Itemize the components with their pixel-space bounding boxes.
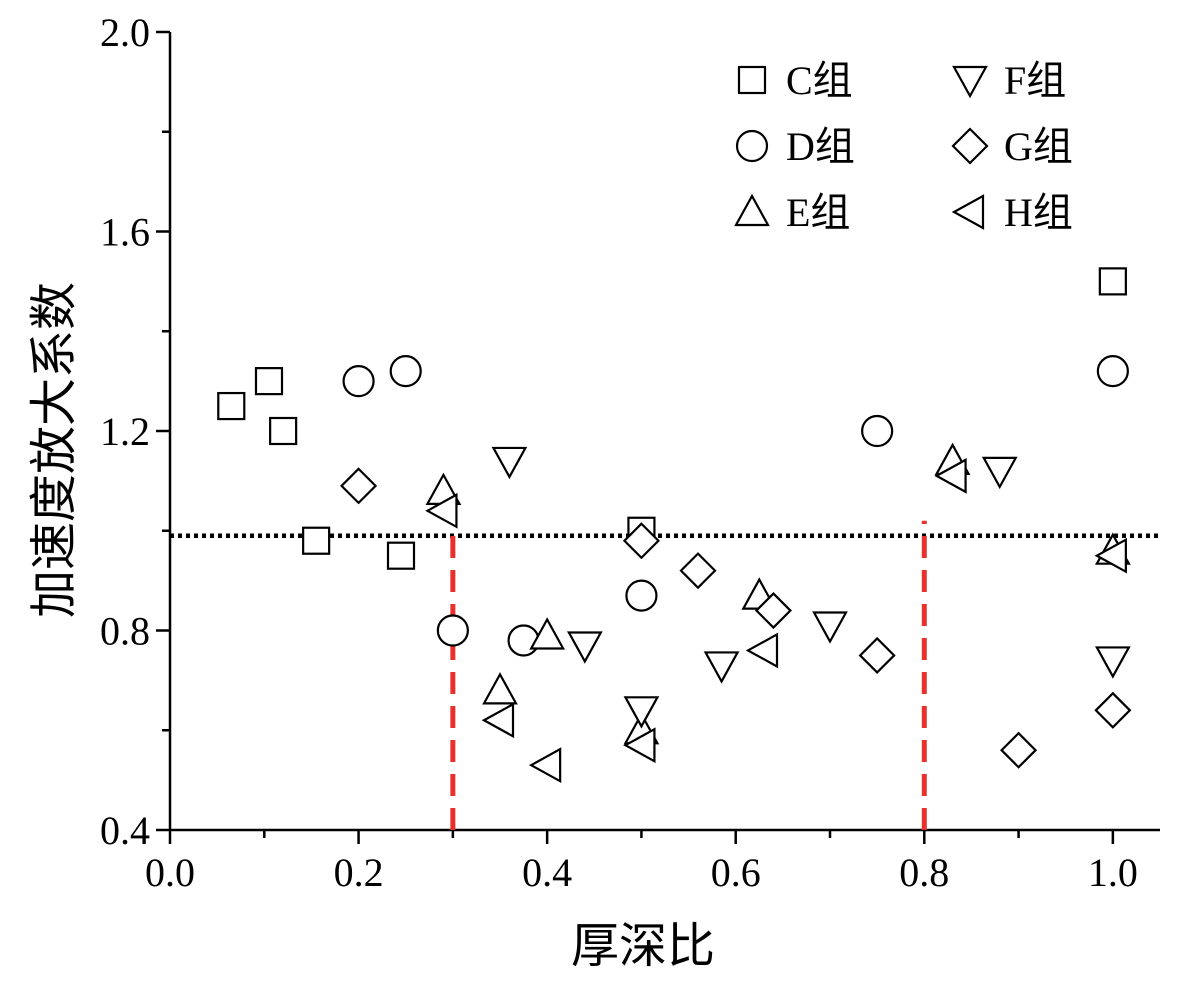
data-point [1000, 731, 1038, 769]
data-point [528, 747, 562, 784]
data-point [340, 467, 378, 505]
data-point [269, 416, 298, 446]
y-tick-label: 1.2 [100, 409, 150, 454]
series-square [217, 267, 1127, 570]
data-point [1094, 646, 1131, 679]
legend-item: D组 [735, 124, 855, 169]
series-circle [342, 355, 1129, 657]
x-tick-label: 0.8 [899, 850, 949, 895]
data-point [622, 522, 660, 560]
data-point [254, 367, 284, 396]
data-point [481, 702, 515, 739]
y-axis-title: 加速度放大系数 [26, 282, 82, 618]
data-point [482, 672, 518, 705]
series-triangle-down [491, 446, 1131, 729]
data-point [754, 591, 792, 630]
data-point [1096, 355, 1129, 388]
series-triangle-left [425, 458, 1127, 784]
data-point [981, 456, 1018, 490]
legend-marker [735, 129, 769, 163]
x-tick-label: 0.0 [145, 850, 195, 895]
y-tick-label: 0.8 [100, 609, 150, 654]
reference-lines [170, 520, 1160, 830]
data-point [566, 631, 603, 664]
data-point [491, 446, 528, 480]
data-point [703, 651, 740, 684]
ticks: 0.0 0.2 0.4 0.6 0.8 1.0 0.4 0.8 1.2 1.6 2.0 [100, 10, 1138, 895]
legend-marker [952, 65, 988, 99]
legend-label: H组 [1004, 190, 1073, 235]
legend: C组 D组 E组 F组 G组 H组 [734, 58, 1073, 235]
legend-marker [737, 65, 767, 95]
data-point [507, 624, 540, 657]
x-tick-label: 0.4 [522, 850, 572, 895]
data-point [425, 492, 458, 529]
data-point [386, 541, 416, 570]
data-point [861, 414, 894, 448]
legend-item: E组 [734, 190, 850, 235]
data-point [934, 458, 967, 494]
y-tick-label: 0.4 [100, 808, 150, 853]
legend-marker [734, 193, 770, 227]
legend-item: G组 [951, 124, 1073, 169]
data-point [858, 636, 896, 674]
y-tick-label: 2.0 [100, 10, 150, 55]
x-tick-label: 0.6 [711, 850, 761, 895]
data-point [623, 696, 660, 729]
legend-label: E组 [786, 190, 850, 235]
data-point [1098, 267, 1127, 296]
x-axis-title: 厚深比 [571, 918, 715, 974]
data-point [436, 614, 469, 647]
data-point [342, 365, 375, 398]
data-point [389, 355, 422, 388]
data-point [623, 727, 656, 764]
legend-item: C组 [737, 58, 853, 103]
data-point [302, 526, 331, 555]
legend-label: F组 [1004, 58, 1066, 103]
y-tick-label: 1.6 [100, 210, 150, 255]
legend-item: F组 [952, 58, 1066, 103]
legend-marker [951, 194, 985, 230]
legend-label: D组 [786, 124, 855, 169]
legend-label: C组 [786, 58, 853, 103]
data-point [679, 552, 717, 590]
legend-marker [951, 127, 989, 165]
data-point [812, 611, 848, 644]
data-point [217, 391, 246, 421]
series-triangle-up [425, 442, 1131, 745]
legend-item: H组 [951, 190, 1073, 235]
data-point [529, 617, 566, 650]
data-point [1094, 691, 1132, 729]
data-point [745, 632, 779, 669]
legend-label: G组 [1004, 124, 1073, 169]
data-point [625, 579, 658, 612]
data-points [217, 267, 1132, 784]
x-tick-label: 0.2 [334, 850, 384, 895]
series-diamond [340, 467, 1132, 769]
data-point [1094, 537, 1127, 574]
x-tick-label: 1.0 [1088, 850, 1138, 895]
